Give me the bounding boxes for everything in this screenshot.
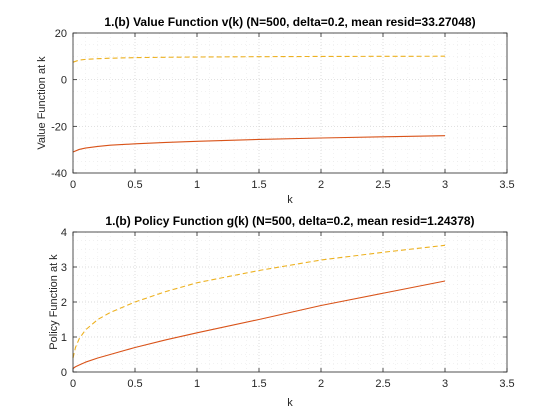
- x-tick-label: 2: [318, 378, 324, 390]
- series-group: [72, 55, 446, 153]
- axes-box: [72, 32, 508, 174]
- x-tick-label: 1.5: [251, 378, 266, 390]
- x-tick-label: 2.5: [375, 179, 390, 191]
- x-tick-label: 0.5: [127, 378, 142, 390]
- x-axis-label: k: [287, 194, 293, 206]
- y-tick-label: 4: [61, 227, 67, 239]
- tick-marks: [72, 32, 508, 174]
- x-tick-label: 2.5: [375, 378, 390, 390]
- y-tick-label: 20: [55, 28, 67, 40]
- x-tick-label: 1.5: [251, 179, 266, 191]
- x-tick-label: 0.5: [127, 179, 142, 191]
- grid: [73, 33, 507, 173]
- y-tick-label: -40: [51, 168, 67, 180]
- chart-title: 1.(b) Policy Function g(k) (N=500, delta…: [105, 214, 474, 228]
- x-tick-label: 3: [442, 378, 448, 390]
- tick-marks: [72, 231, 508, 373]
- x-tick-labels: 0 0.5 1 1.5 2 2.5 3 3.5: [70, 378, 515, 390]
- x-tick-label: 3.5: [499, 378, 514, 390]
- x-axis-label: k: [287, 397, 293, 409]
- x-tick-label: 0: [70, 179, 76, 191]
- x-tick-label: 1: [194, 378, 200, 390]
- series-line-solid: [72, 135, 446, 153]
- chart-title: 1.(b) Value Function v(k) (N=500, delta=…: [104, 15, 475, 29]
- y-tick-label: -20: [51, 121, 67, 133]
- x-tick-label: 3: [442, 179, 448, 191]
- y-tick-labels: 4 3 2 1 0: [61, 227, 67, 379]
- y-tick-label: 1: [61, 332, 67, 344]
- x-tick-label: 3.5: [499, 179, 514, 191]
- value-function-plot: 1.(b) Value Function v(k) (N=500, delta=…: [36, 15, 515, 206]
- x-tick-label: 1: [194, 179, 200, 191]
- x-tick-labels: 0 0.5 1 1.5 2 2.5 3 3.5: [70, 179, 515, 191]
- y-tick-labels: 20 0 -20 -40: [51, 28, 67, 180]
- series-group: [72, 244, 446, 369]
- y-tick-label: 3: [61, 262, 67, 274]
- y-axis-label: Value Function at k: [36, 56, 48, 150]
- series-line-dashed: [72, 244, 446, 359]
- grid: [73, 232, 507, 372]
- series-line-solid: [72, 280, 446, 369]
- y-tick-label: 0: [61, 367, 67, 379]
- series-line-dashed: [72, 55, 446, 63]
- y-tick-label: 0: [61, 75, 67, 87]
- y-tick-label: 2: [61, 297, 67, 309]
- x-tick-label: 0: [70, 378, 76, 390]
- policy-function-plot: 1.(b) Policy Function g(k) (N=500, delta…: [48, 214, 515, 409]
- x-tick-label: 2: [318, 179, 324, 191]
- y-axis-label: Policy Function at k: [48, 254, 60, 350]
